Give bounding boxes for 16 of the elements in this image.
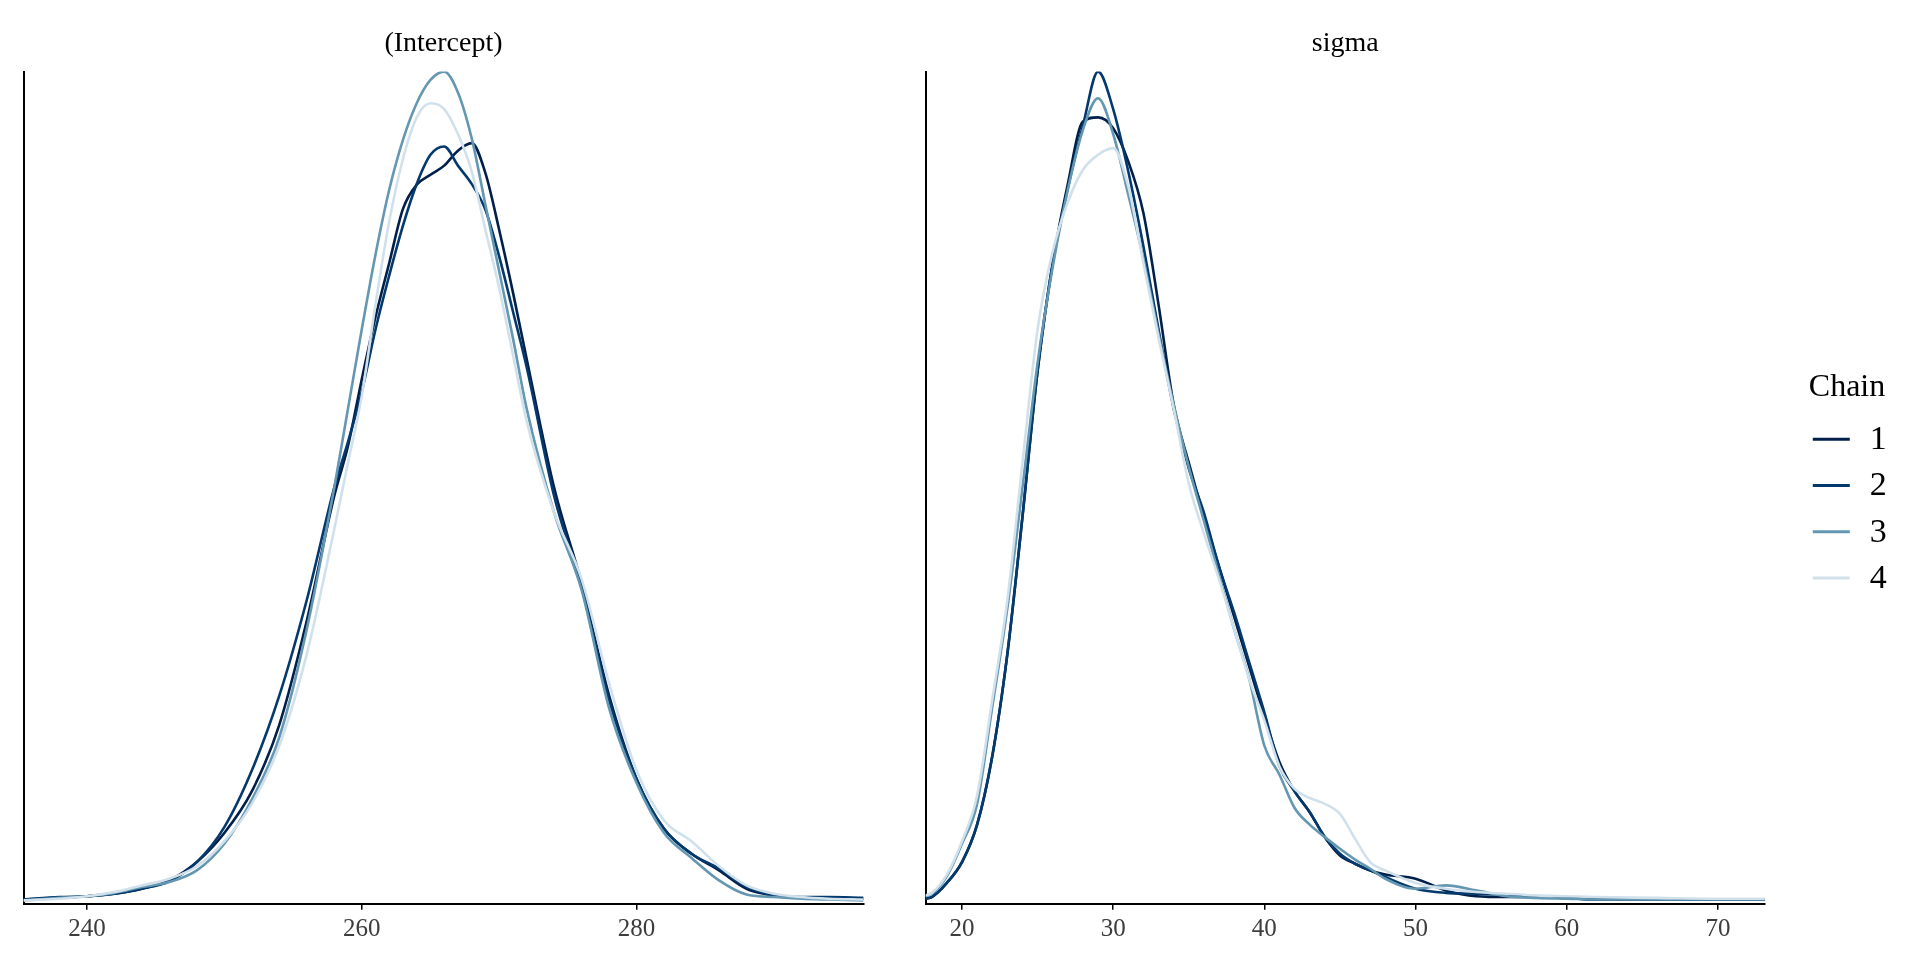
legend-label: 2: [1869, 465, 1887, 503]
x-tick-label: 30: [1100, 914, 1126, 942]
legend-label: 4: [1869, 558, 1887, 596]
chart-title: sigma: [1311, 26, 1380, 58]
legend-label: 1: [1869, 419, 1887, 457]
x-tick-label: 240: [68, 914, 106, 942]
legend-title: Chain: [1808, 366, 1885, 403]
x-tick-label: 70: [1705, 914, 1731, 942]
x-tick-label: 60: [1553, 914, 1579, 942]
x-tick-label: 40: [1251, 914, 1277, 942]
x-tick-label: 260: [342, 914, 381, 942]
x-tick-label: 20: [949, 914, 975, 942]
x-tick-label: 50: [1402, 914, 1428, 942]
x-tick-label: 280: [617, 914, 656, 942]
legend-label: 3: [1869, 511, 1887, 549]
chart-title: (Intercept): [384, 26, 503, 58]
